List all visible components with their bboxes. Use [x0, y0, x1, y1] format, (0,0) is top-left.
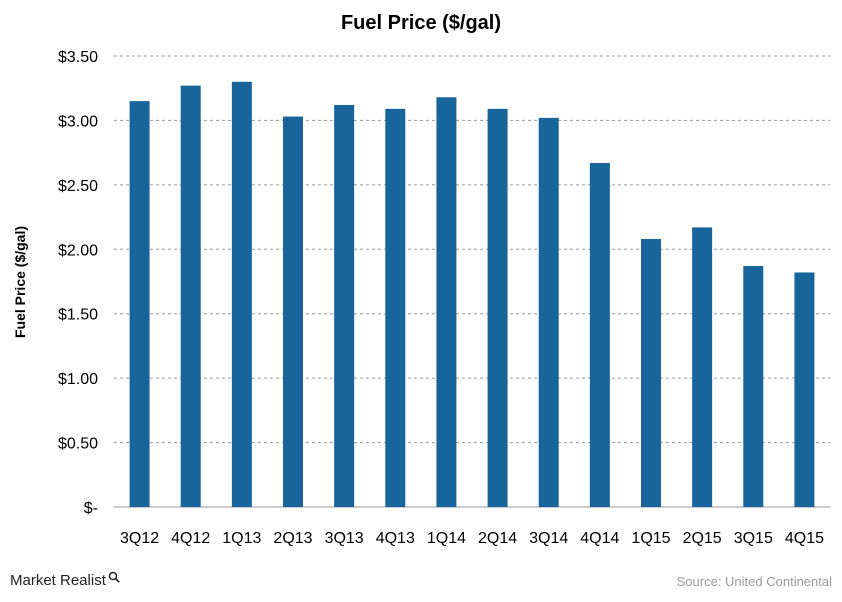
bar-2q13 — [283, 116, 303, 507]
x-tick-label: 2Q15 — [683, 530, 722, 547]
y-tick-labels: $- $0.50 $1.00 $1.50 $2.00 $2.50 $3.00 $3.50 — [58, 49, 98, 517]
y-tick-label: $2.50 — [58, 178, 98, 195]
x-tick-label: 4Q12 — [171, 530, 210, 547]
bars — [129, 81, 815, 508]
x-tick-label: 1Q13 — [222, 530, 261, 547]
source-note: Source: United Continental — [676, 574, 832, 589]
brand-logo: Market Realist — [10, 570, 120, 589]
y-tick-label: $1.00 — [58, 371, 98, 388]
bar-4q15 — [794, 272, 815, 507]
magnifier-icon — [108, 570, 120, 583]
bar-3q14 — [538, 117, 559, 507]
bar-2q14 — [487, 108, 508, 508]
x-tick-label: 3Q13 — [325, 530, 364, 547]
bar-2q15 — [692, 227, 713, 507]
bar-1q14 — [436, 97, 457, 507]
y-tick-label: $3.50 — [58, 49, 98, 66]
y-tick-label: $2.00 — [58, 242, 98, 259]
bar-4q13 — [385, 108, 406, 508]
y-tick-label: $- — [84, 500, 98, 517]
bar-3q15 — [743, 266, 764, 507]
x-tick-label: 2Q13 — [273, 530, 312, 547]
bar-3q12 — [129, 101, 150, 507]
y-tick-label: $0.50 — [58, 436, 98, 453]
x-tick-label: 4Q15 — [785, 530, 824, 547]
x-tick-label: 1Q15 — [631, 530, 670, 547]
chart-title: Fuel Price ($/gal) — [340, 12, 502, 34]
bar-1q15 — [641, 238, 661, 507]
bar-4q12 — [180, 85, 201, 507]
x-tick-label: 3Q15 — [734, 530, 773, 547]
y-tick-label: $3.00 — [58, 113, 98, 130]
y-tick-label: $1.50 — [58, 307, 98, 324]
bar-1q13 — [231, 81, 252, 508]
x-tick-label: 4Q14 — [580, 530, 619, 547]
x-tick-label: 2Q14 — [478, 530, 517, 547]
bar-4q14 — [589, 162, 610, 508]
grid-lines — [114, 55, 830, 508]
x-tick-label: 4Q13 — [376, 530, 415, 547]
bar-3q13 — [334, 104, 355, 508]
x-tick-labels: 3Q12 4Q12 1Q13 2Q13 3Q13 4Q13 1Q14 2Q14 3Q14 4Q14… — [120, 530, 824, 547]
x-tick-label: 1Q14 — [427, 530, 466, 547]
x-tick-label: 3Q12 — [120, 530, 159, 547]
brand-name: Market Realist — [10, 572, 106, 589]
x-tick-label: 3Q14 — [529, 530, 568, 547]
